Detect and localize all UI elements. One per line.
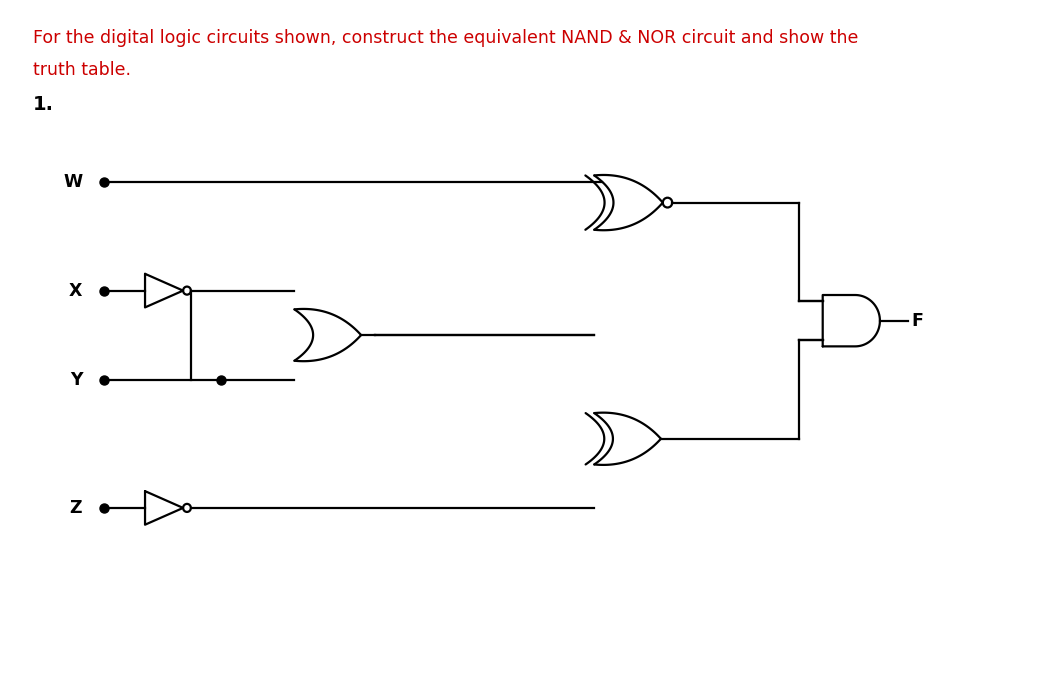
Text: F: F (911, 311, 923, 330)
Text: X: X (69, 282, 82, 300)
Text: Z: Z (70, 499, 82, 517)
Text: truth table.: truth table. (32, 61, 131, 80)
Text: 1.: 1. (32, 95, 54, 114)
Text: W: W (64, 173, 82, 191)
Text: For the digital logic circuits shown, construct the equivalent NAND & NOR circui: For the digital logic circuits shown, co… (32, 29, 858, 47)
Text: Y: Y (70, 371, 82, 388)
